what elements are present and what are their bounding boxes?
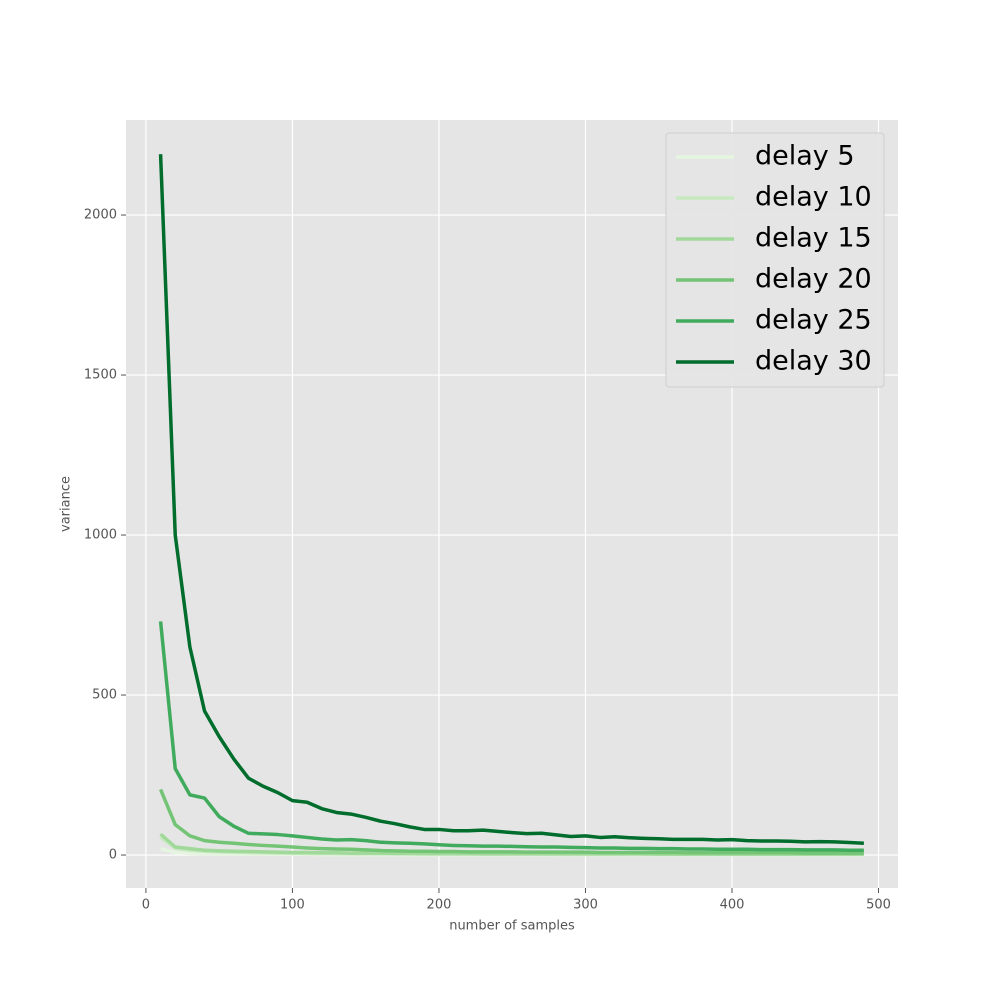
lines xyxy=(158,154,864,857)
y-tick-label: 1000 xyxy=(84,528,117,543)
legend-label: delay 25 xyxy=(755,305,872,336)
series-line xyxy=(158,621,864,852)
legend-label: delay 5 xyxy=(755,141,855,172)
legend-label: delay 15 xyxy=(755,223,872,254)
y-tick-label: 1500 xyxy=(84,368,117,383)
y-tick-label: 0 xyxy=(109,848,117,863)
x-tick-label: 200 xyxy=(427,898,452,913)
series-line xyxy=(158,788,864,855)
legend: delay 5 delay 10 delay 15 delay 20 delay 25 d… xyxy=(665,132,885,388)
series-line xyxy=(158,154,864,845)
x-tick-label: 100 xyxy=(280,898,305,913)
x-tick-label: 400 xyxy=(720,898,745,913)
y-axis-label: variance xyxy=(59,476,74,532)
x-tick-label: 300 xyxy=(573,898,598,913)
y-tick-label: 2000 xyxy=(84,208,117,223)
x-axis-label: number of samples xyxy=(449,919,575,934)
legend-label: delay 30 xyxy=(755,346,872,377)
legend-label: delay 10 xyxy=(755,182,872,213)
y-tick-label: 500 xyxy=(92,688,117,703)
x-tick-label: 0 xyxy=(142,898,150,913)
legend-label: delay 20 xyxy=(755,264,872,295)
x-tick-label: 500 xyxy=(866,898,891,913)
